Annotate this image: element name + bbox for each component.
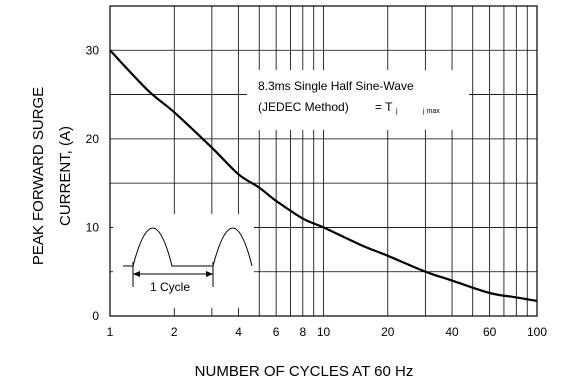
cycle-arrow-left [133,271,140,277]
inset-cycle-label: 1 Cycle [150,280,190,294]
annotation-box [247,70,469,130]
x-tick-label: 4 [235,325,242,339]
data-point [173,111,175,113]
x-tick-label: 100 [527,325,547,339]
data-point [146,89,148,91]
data-point [451,279,453,281]
data-point [237,173,239,175]
data-point [275,200,277,202]
x-tick-label: 1 [107,325,114,339]
data-point [515,296,517,298]
y-axis-title-line1: PEAK FORWARD SURGE [30,87,47,265]
data-point [258,186,260,188]
data-point [424,271,426,273]
x-tick-label: 8 [299,325,306,339]
data-point [211,147,213,149]
axis-ticks: 1 2 4 6 8 10 20 40 60 100 0 10 20 30 [86,43,548,339]
y-tick-label: 0 [92,309,99,323]
x-tick-label: 60 [483,325,497,339]
data-point [387,255,389,257]
annotation-line2-eq: = T [375,100,393,114]
y-tick-label: 30 [86,43,100,57]
x-tick-label: 20 [381,325,395,339]
x-tick-label: 10 [317,325,331,339]
x-axis-title: NUMBER OF CYCLES AT 60 Hz [195,363,414,380]
y-axis-title-line2: CURRENT, (A) [57,126,74,226]
x-tick-label: 40 [445,325,459,339]
x-tick-label: 2 [171,325,178,339]
x-tick-label: 6 [273,325,280,339]
data-point [302,217,304,219]
data-point [488,292,490,294]
series-line [109,49,538,302]
data-point [536,300,538,302]
annotation-line2: (JEDEC Method) [258,100,349,114]
data-point [109,49,111,51]
annotation-line1: 8.3ms Single Half Sine-Wave [258,79,414,93]
half-sine-waveform [123,227,253,267]
annotation-line2-sub: j [395,108,398,115]
cycle-arrow-right [206,271,213,277]
y-tick-label: 20 [86,132,100,146]
y-tick-label: 10 [86,220,100,234]
data-point [322,226,324,228]
inset-box [113,214,254,308]
annotation-line2-subsub: j max [422,108,440,115]
plot-frame [109,5,538,317]
data-point [360,244,362,246]
